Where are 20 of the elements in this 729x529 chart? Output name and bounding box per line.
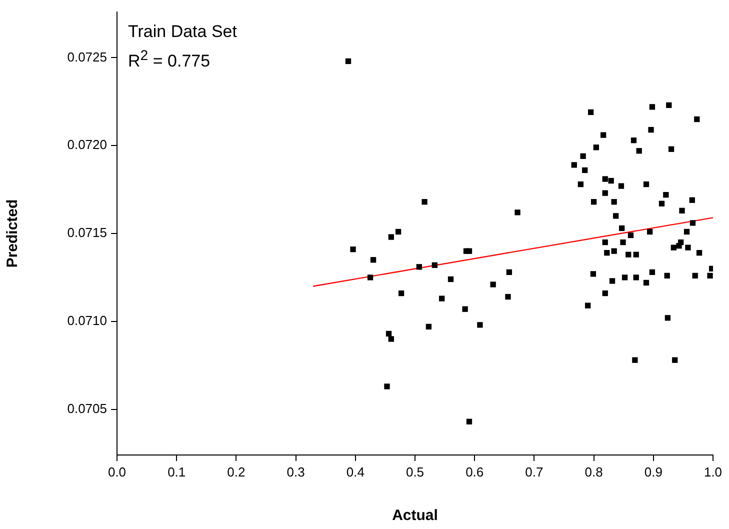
y-axis-title: Predicted xyxy=(4,199,22,268)
x-tick-label: 0.9 xyxy=(644,464,662,480)
y-tick-label: 0.0720 xyxy=(67,137,107,152)
y-tick-label: 0.0725 xyxy=(67,49,107,64)
x-tick-label: 0.1 xyxy=(168,464,186,480)
y-tick-label: 0.0715 xyxy=(67,225,107,240)
x-tick-label: 0.8 xyxy=(584,464,603,480)
annotation: Train Data Set xyxy=(128,21,237,43)
x-tick-label: 1.0 xyxy=(704,464,722,480)
x-tick-label: 0.2 xyxy=(227,464,246,480)
x-tick-label: 0.3 xyxy=(286,464,305,480)
x-tick-label: 0.4 xyxy=(346,464,364,480)
x-axis-title: Actual xyxy=(392,507,438,524)
annotation: R$^{2}$ = 0.775 xyxy=(128,47,212,73)
x-tick-label: 0.6 xyxy=(466,464,484,480)
y-tick-label: 0.0705 xyxy=(67,400,107,416)
y-tick-label: 0.0710 xyxy=(67,312,107,328)
x-tick-label: 0.5 xyxy=(406,464,424,480)
x-tick-label: 0.0 xyxy=(108,464,126,480)
x-tick-label: 0.7 xyxy=(525,464,544,480)
